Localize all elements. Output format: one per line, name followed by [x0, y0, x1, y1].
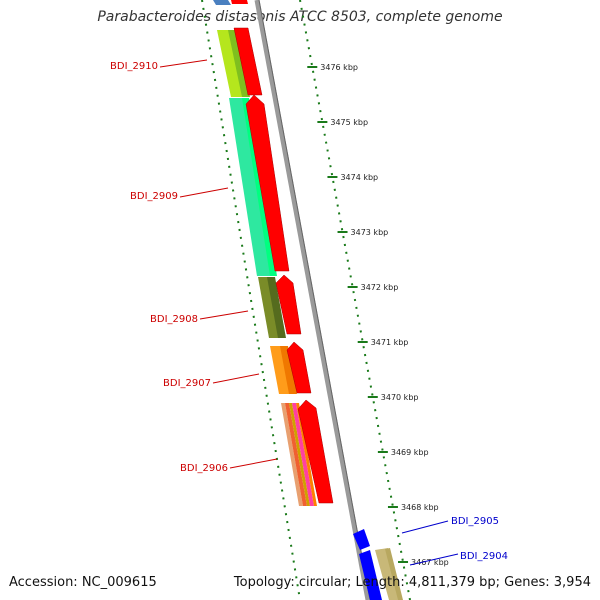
feature-bdi-2910-b: [228, 30, 250, 97]
ruler-tick-label: 3470 kbp: [381, 393, 419, 402]
feature-bdi-2906-a: [281, 403, 303, 506]
gene-label: BDI_2907: [163, 378, 211, 389]
cds-arrow-bdi-2909: [245, 94, 290, 272]
feature-bdi-2906-c: [289, 403, 310, 506]
cds-reverse-track: [231, 0, 334, 504]
cds-arrow-bdi-2905: [353, 529, 370, 550]
feature-bdi-2909: [229, 98, 272, 276]
cds-arrow-bdi-2908: [275, 274, 302, 335]
ruler-tick-label: 3475 kbp: [330, 118, 368, 127]
ruler-tick-label: 3469 kbp: [391, 448, 429, 457]
feature-bdi-2907-b: [280, 346, 297, 394]
label-leaders: [159, 59, 459, 566]
ruler-tick-label: 3471 kbp: [371, 338, 409, 347]
ruler-tick-label: 3467 kbp: [411, 558, 449, 567]
ruler-tick-label: 3473 kbp: [351, 228, 389, 237]
genome-backbone: [254, 0, 371, 600]
gene-label: BDI_2906: [180, 463, 228, 474]
feature-bdi-2907: [270, 346, 292, 394]
gene-labels: BDI_2910 BDI_2909 BDI_2908 BDI_2907 BDI_…: [110, 61, 508, 562]
feature-bdi-2908-b: [267, 277, 286, 338]
feature-bdi-2906-e: [296, 403, 317, 506]
ruler-tick-label: 3476 kbp: [320, 63, 358, 72]
gene-label: BDI_2908: [150, 314, 198, 325]
feature-bdi-2906-b: [285, 403, 307, 506]
feature-bdi-2910: [217, 30, 245, 97]
ruler-tick-label: 3474 kbp: [340, 173, 378, 182]
feature-bdi-2906-d: [292, 403, 314, 506]
cds-arrow-bdi-2904: [359, 550, 382, 600]
gene-label: BDI_2910: [110, 61, 158, 72]
genome-summary-text: Topology: circular; Length: 4,811,379 bp…: [233, 575, 591, 590]
accession-text: Accession: NC_009615: [9, 575, 157, 590]
cds-arrow-bdi-2906: [297, 399, 334, 504]
outer-ruler: 3476 kbp 3475 kbp 3474 kbp 3473 kbp 3472 kbp…: [299, 0, 449, 600]
ruler-tick-label: 3468 kbp: [401, 503, 439, 512]
cds-arrow-bdi-2910: [233, 27, 263, 96]
gene-label: BDI_2905: [451, 516, 499, 527]
gene-label: BDI_2904: [460, 551, 508, 562]
ruler-tick-label: 3472 kbp: [361, 283, 399, 292]
cds-arrow-bdi-2907: [286, 341, 312, 394]
map-title: Parabacteroides distasonis ATCC 8503, co…: [97, 9, 503, 25]
cds-forward-track: [353, 529, 403, 600]
gene-label: BDI_2909: [130, 191, 178, 202]
